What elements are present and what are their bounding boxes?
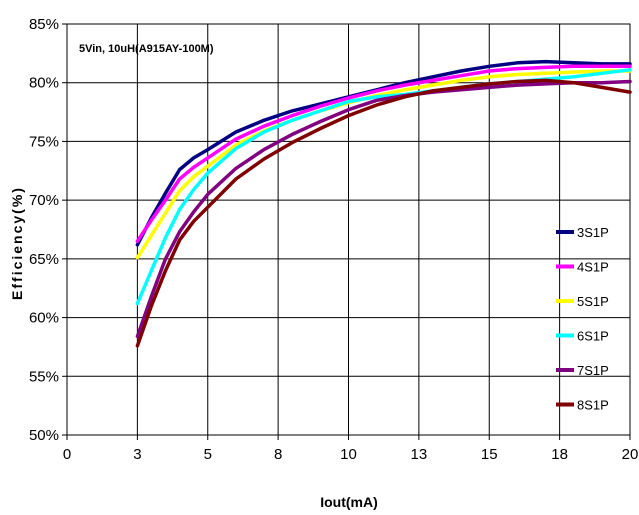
x-tick-label: 3: [133, 446, 141, 463]
x-tick-label: 0: [63, 446, 71, 463]
y-tick-label: 85%: [29, 16, 59, 33]
grid: [66, 23, 631, 436]
x-tick-label: 15: [481, 446, 498, 463]
x-tick-label: 18: [551, 446, 568, 463]
legend-label: 8S1P: [577, 398, 609, 413]
x-tick-label: 5: [204, 446, 212, 463]
legend-label: 3S1P: [577, 225, 609, 240]
legend: 3S1P 4S1P 5S1P 6S1P 7S1P 8S1P: [556, 225, 609, 413]
series-line-4s1p: [135, 64, 632, 243]
y-tick-label: 65%: [29, 251, 59, 268]
x-axis-ticks: 0 3 5 8 10 13 15 18 20: [63, 435, 639, 463]
y-axis-ticks: 50% 55% 60% 65% 70% 75% 80% 85%: [29, 16, 67, 444]
legend-label: 6S1P: [577, 329, 609, 344]
y-axis-title: Efficiency(%): [9, 186, 25, 300]
y-tick-label: 50%: [29, 427, 59, 444]
y-tick-label: 60%: [29, 310, 59, 327]
chart-annotation: 5Vin, 10uH(A915AY-100M): [79, 43, 214, 55]
legend-label: 5S1P: [577, 294, 609, 309]
x-axis-title: Iout(mA): [320, 494, 378, 510]
legend-label: 7S1P: [577, 363, 609, 378]
y-tick-label: 80%: [29, 75, 59, 92]
x-tick-label: 8: [274, 446, 282, 463]
y-tick-label: 75%: [29, 133, 59, 150]
series-line-8s1p: [135, 78, 632, 348]
x-tick-label: 13: [411, 446, 428, 463]
y-tick-label: 55%: [29, 368, 59, 385]
series-lines: [135, 59, 632, 348]
x-tick-label: 20: [622, 446, 639, 463]
legend-label: 4S1P: [577, 260, 609, 275]
series-line-7s1p: [135, 79, 632, 339]
y-tick-label: 70%: [29, 192, 59, 209]
x-tick-label: 10: [340, 446, 357, 463]
